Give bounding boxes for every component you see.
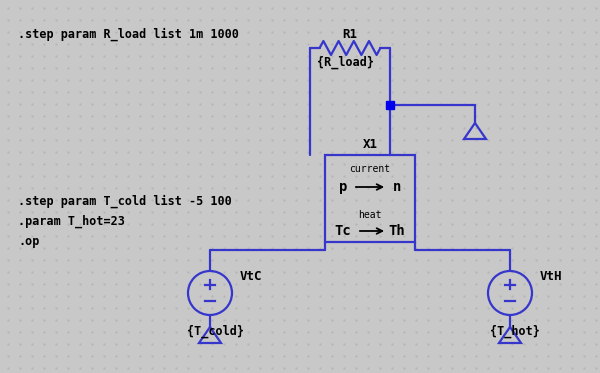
Text: .op: .op: [18, 235, 40, 248]
Text: {T_cold}: {T_cold}: [187, 325, 244, 338]
Text: .param T_hot=23: .param T_hot=23: [18, 215, 125, 228]
Text: current: current: [349, 164, 391, 174]
Bar: [325, 155, 415, 242]
Text: p: p: [339, 180, 347, 194]
Text: {T_hot}: {T_hot}: [490, 325, 540, 338]
Text: .step param R_load list 1m 1000: .step param R_load list 1m 1000: [18, 28, 239, 41]
Text: {R_load}: {R_load}: [317, 55, 373, 69]
Text: .step param T_cold list -5 100: .step param T_cold list -5 100: [18, 195, 232, 209]
Text: VtC: VtC: [240, 270, 263, 282]
Text: heat: heat: [358, 210, 382, 220]
Text: R1: R1: [343, 28, 358, 41]
Text: Tc: Tc: [335, 224, 352, 238]
Text: Th: Th: [389, 224, 406, 238]
Text: X1: X1: [362, 138, 377, 151]
Text: n: n: [393, 180, 401, 194]
Text: VtH: VtH: [540, 270, 563, 282]
